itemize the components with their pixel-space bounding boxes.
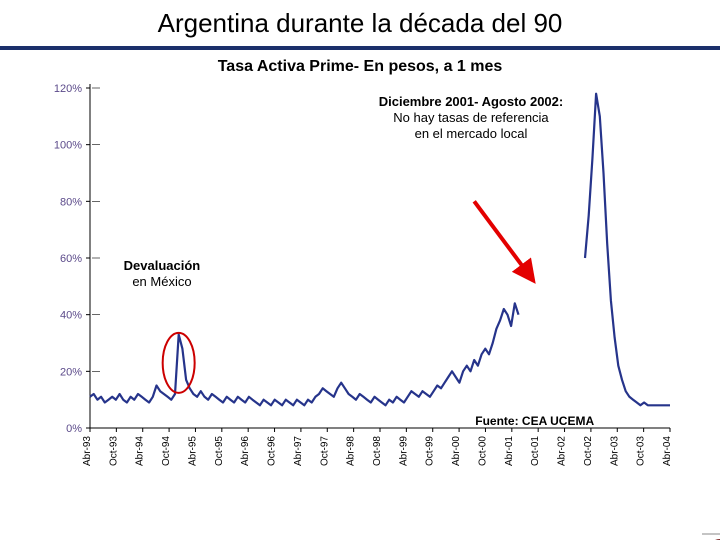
svg-text:Oct-02: Oct-02 <box>583 436 594 466</box>
svg-text:0%: 0% <box>66 423 82 435</box>
svg-text:Abr-99: Abr-99 <box>398 436 409 466</box>
svg-text:Oct-00: Oct-00 <box>477 436 488 466</box>
annotation-mexico: Devaluaciónen México <box>124 258 201 291</box>
svg-text:Oct-97: Oct-97 <box>319 436 330 466</box>
title-rule <box>0 46 720 50</box>
svg-text:Oct-03: Oct-03 <box>636 436 647 466</box>
svg-text:120%: 120% <box>54 83 82 95</box>
svg-text:Abr-02: Abr-02 <box>557 436 568 466</box>
svg-text:Oct-94: Oct-94 <box>161 436 172 466</box>
svg-text:80%: 80% <box>60 196 82 208</box>
svg-text:Oct-98: Oct-98 <box>372 436 383 466</box>
svg-text:Abr-00: Abr-00 <box>451 436 462 466</box>
svg-text:Oct-93: Oct-93 <box>108 436 119 466</box>
title-bar: Argentina durante la década del 90 <box>0 0 720 48</box>
chart-source: Fuente: CEA UCEMA <box>475 414 594 428</box>
svg-text:Oct-99: Oct-99 <box>425 436 436 466</box>
svg-text:Abr-95: Abr-95 <box>187 436 198 466</box>
svg-text:Oct-96: Oct-96 <box>267 436 278 466</box>
svg-text:Abr-04: Abr-04 <box>662 436 673 466</box>
svg-text:60%: 60% <box>60 253 82 265</box>
svg-text:Oct-01: Oct-01 <box>530 436 541 466</box>
svg-text:Abr-93: Abr-93 <box>82 436 93 466</box>
svg-text:Abr-01: Abr-01 <box>504 436 515 466</box>
svg-text:Abr-96: Abr-96 <box>240 436 251 466</box>
svg-text:Abr-98: Abr-98 <box>346 436 357 466</box>
svg-text:40%: 40% <box>60 310 82 322</box>
svg-text:20%: 20% <box>60 366 82 378</box>
annotation-crisis: Diciembre 2001- Agosto 2002:No hay tasas… <box>356 94 586 143</box>
svg-text:Abr-94: Abr-94 <box>135 436 146 466</box>
slide: Argentina durante la década del 90 Tasa … <box>0 0 720 540</box>
chart-container: Tasa Activa Prime- En pesos, a 1 mes 0%2… <box>30 58 690 498</box>
svg-text:Abr-97: Abr-97 <box>293 436 304 466</box>
svg-text:Abr-03: Abr-03 <box>609 436 620 466</box>
slide-title: Argentina durante la década del 90 <box>0 0 720 39</box>
svg-text:Oct-95: Oct-95 <box>214 436 225 466</box>
svg-text:100%: 100% <box>54 140 82 152</box>
